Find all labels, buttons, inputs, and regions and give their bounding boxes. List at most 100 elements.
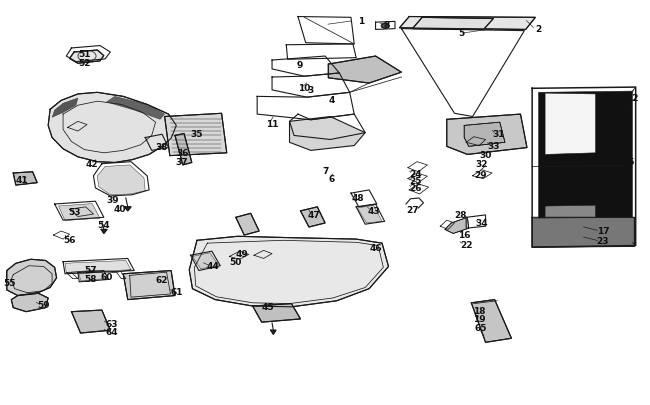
Polygon shape: [289, 117, 365, 151]
Text: 14: 14: [610, 113, 623, 123]
Text: 34: 34: [475, 219, 488, 228]
Text: 65: 65: [474, 324, 487, 333]
Text: 56: 56: [63, 235, 76, 244]
Text: 61: 61: [170, 287, 183, 296]
Text: 63: 63: [105, 320, 118, 328]
Text: 51: 51: [78, 50, 90, 59]
Polygon shape: [539, 92, 632, 244]
Polygon shape: [447, 115, 527, 155]
Polygon shape: [79, 273, 107, 281]
Text: 47: 47: [307, 210, 320, 219]
Polygon shape: [328, 57, 402, 84]
Polygon shape: [445, 218, 469, 234]
Text: 38: 38: [156, 143, 168, 151]
Text: 25: 25: [410, 177, 422, 185]
Polygon shape: [175, 134, 192, 166]
Polygon shape: [72, 310, 110, 333]
Text: 16: 16: [458, 230, 471, 239]
Text: 2: 2: [536, 25, 541, 34]
Polygon shape: [189, 237, 389, 307]
Polygon shape: [471, 300, 512, 343]
Polygon shape: [107, 97, 164, 120]
Polygon shape: [545, 206, 595, 241]
Text: 64: 64: [105, 328, 118, 337]
Polygon shape: [300, 207, 325, 228]
Text: 59: 59: [37, 301, 50, 309]
Text: 7: 7: [322, 166, 328, 176]
Text: 20: 20: [614, 126, 626, 134]
Text: 57: 57: [84, 266, 98, 275]
Polygon shape: [101, 230, 107, 234]
Polygon shape: [192, 253, 218, 269]
Text: 50: 50: [229, 258, 242, 266]
Polygon shape: [124, 271, 175, 300]
Text: 10: 10: [298, 83, 311, 92]
Text: 1: 1: [358, 17, 364, 26]
Polygon shape: [358, 206, 382, 224]
Polygon shape: [164, 114, 227, 156]
Text: 5: 5: [458, 29, 464, 38]
Text: 11: 11: [266, 119, 278, 128]
Polygon shape: [464, 123, 505, 147]
Text: 41: 41: [16, 175, 29, 184]
Text: 55: 55: [3, 279, 16, 288]
Text: 24: 24: [410, 170, 422, 179]
Text: 13: 13: [618, 103, 631, 112]
Circle shape: [382, 24, 389, 29]
Text: 26: 26: [410, 184, 422, 193]
Text: 19: 19: [473, 315, 486, 324]
Text: 54: 54: [98, 221, 110, 230]
Text: 53: 53: [68, 208, 81, 217]
Text: 66: 66: [619, 169, 632, 178]
Text: 27: 27: [406, 205, 419, 214]
Polygon shape: [13, 173, 37, 185]
Text: 37: 37: [175, 158, 188, 167]
Text: 46: 46: [369, 243, 382, 252]
Text: 39: 39: [107, 196, 119, 205]
Text: 12: 12: [626, 94, 639, 102]
Text: 33: 33: [487, 142, 500, 151]
Text: 28: 28: [455, 211, 467, 220]
Text: 52: 52: [78, 59, 90, 68]
Text: 36: 36: [177, 149, 189, 158]
Text: 21: 21: [618, 135, 631, 144]
Text: 17: 17: [597, 226, 610, 235]
Text: 8: 8: [384, 21, 390, 30]
Text: 3: 3: [307, 85, 314, 94]
Polygon shape: [58, 204, 100, 221]
Text: 44: 44: [207, 262, 220, 271]
Text: 48: 48: [351, 193, 364, 202]
Text: 45: 45: [262, 303, 274, 311]
Text: 30: 30: [480, 151, 492, 160]
Text: 4: 4: [328, 96, 335, 104]
Text: 15: 15: [621, 158, 634, 167]
Text: 58: 58: [84, 275, 97, 284]
Text: 40: 40: [113, 205, 125, 213]
Text: 35: 35: [190, 130, 203, 139]
Polygon shape: [413, 18, 493, 30]
Polygon shape: [545, 94, 595, 155]
Text: 32: 32: [475, 160, 488, 169]
Text: 42: 42: [86, 160, 99, 169]
Polygon shape: [236, 214, 259, 235]
Polygon shape: [65, 261, 131, 273]
Text: 62: 62: [156, 275, 168, 284]
Polygon shape: [532, 218, 634, 247]
Text: 23: 23: [596, 236, 608, 245]
Polygon shape: [70, 51, 104, 64]
Text: 43: 43: [367, 206, 380, 215]
Text: 29: 29: [474, 171, 487, 180]
Text: 60: 60: [100, 273, 112, 282]
Polygon shape: [98, 166, 145, 195]
Polygon shape: [48, 93, 176, 163]
Polygon shape: [125, 207, 131, 211]
Text: 9: 9: [296, 61, 302, 70]
Text: 6: 6: [328, 175, 335, 183]
Polygon shape: [271, 330, 276, 335]
Polygon shape: [400, 17, 536, 30]
Polygon shape: [6, 260, 57, 296]
Polygon shape: [253, 304, 300, 322]
Polygon shape: [52, 99, 78, 118]
Text: 31: 31: [492, 130, 505, 139]
Polygon shape: [11, 293, 48, 312]
